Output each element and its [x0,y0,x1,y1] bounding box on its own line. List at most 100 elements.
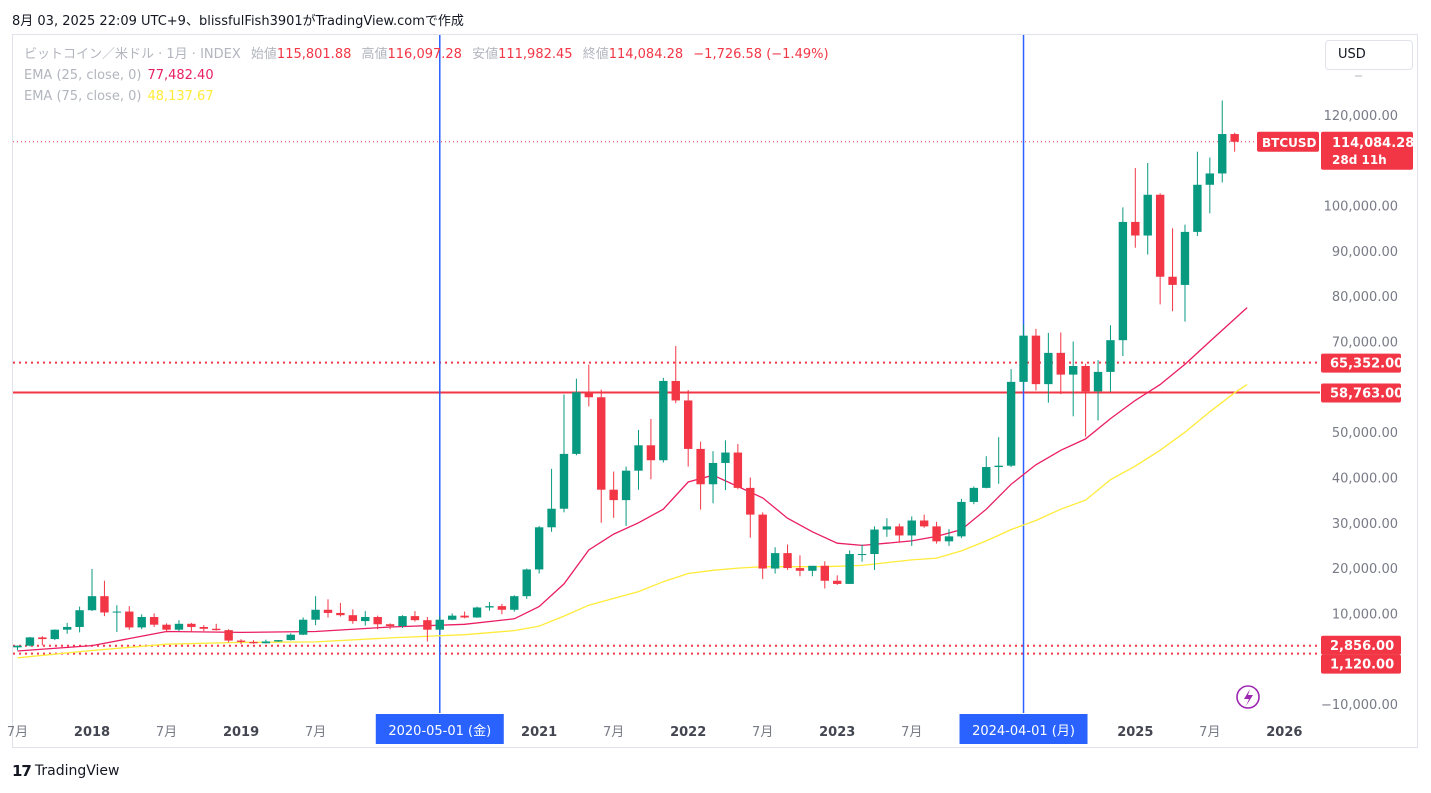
candle-body-86[interactable] [1081,366,1090,392]
candle-body-5[interactable] [75,610,84,627]
candle-body-91[interactable] [1143,194,1152,236]
candle-body-26[interactable] [336,612,345,616]
candle-body-24[interactable] [311,609,320,620]
candle-body-20[interactable] [261,641,271,644]
candle-body-98[interactable] [1230,134,1239,142]
candle-body-57[interactable] [721,452,730,463]
candle-body-63[interactable] [795,568,805,571]
candle-body-44[interactable] [559,453,569,509]
candle-body-93[interactable] [1168,276,1177,285]
candle-body-76[interactable] [957,501,966,537]
candle-body-56[interactable] [708,462,718,485]
candle-body-66[interactable] [833,580,842,584]
candle-body-36[interactable] [460,615,469,618]
candle-body-78[interactable] [982,467,991,488]
candle-body-73[interactable] [919,520,929,527]
candle-body-46[interactable] [584,392,594,398]
candle-body-74[interactable] [932,526,941,542]
candle-body-94[interactable] [1180,231,1190,285]
candle-body-72[interactable] [907,520,916,536]
candle-body-81[interactable] [1019,335,1028,382]
candle-body-31[interactable] [398,616,407,627]
candle-body-7[interactable] [100,596,109,613]
candle-body-27[interactable] [348,615,358,622]
candle-body-1[interactable] [25,637,35,646]
candle-body-19[interactable] [249,641,258,644]
candle-body-35[interactable] [448,615,457,620]
candle-body-95[interactable] [1193,184,1202,232]
candle-body-77[interactable] [969,487,979,502]
candle-body-11[interactable] [149,617,159,625]
candle-body-13[interactable] [174,623,184,630]
candle-body-88[interactable] [1106,340,1115,372]
candle-body-59[interactable] [746,487,755,515]
currency-selector[interactable]: USD [1325,40,1413,70]
candle-body-92[interactable] [1155,194,1165,277]
candle-body-12[interactable] [162,624,171,630]
candle-body-40[interactable] [510,596,519,610]
candle-body-25[interactable] [323,609,333,613]
candle-body-84[interactable] [1056,352,1065,375]
candle-body-60[interactable] [758,514,767,569]
candle-body-3[interactable] [50,629,59,640]
candle-body-10[interactable] [137,617,146,628]
candle-body-48[interactable] [609,489,618,501]
candle-body-97[interactable] [1218,134,1227,174]
candle-body-41[interactable] [522,569,531,597]
candle-body-2[interactable] [38,637,47,640]
candle-body-0[interactable] [13,645,22,648]
candle-body-71[interactable] [895,526,904,536]
candle-body-61[interactable] [770,553,780,569]
candle-body-33[interactable] [423,620,432,630]
candle-body-75[interactable] [944,536,954,542]
candle-body-14[interactable] [187,623,196,627]
candle-body-9[interactable] [125,611,134,628]
candle-body-49[interactable] [621,470,631,501]
candle-body-96[interactable] [1205,173,1215,185]
candle-body-16[interactable] [212,628,221,631]
candle-body-69[interactable] [870,529,879,555]
candle-body-22[interactable] [286,634,295,641]
candle-body-70[interactable] [882,526,892,530]
candle-body-90[interactable] [1131,221,1140,236]
candle-body-58[interactable] [733,452,743,488]
candle-body-83[interactable] [1044,352,1053,385]
candle-body-50[interactable] [634,445,643,471]
candle-body-8[interactable] [112,611,122,613]
candle-body-82[interactable] [1031,335,1041,385]
candle-body-37[interactable] [472,607,482,618]
candle-body-4[interactable] [62,626,72,630]
candle-body-18[interactable] [236,640,246,642]
candle-body-6[interactable] [87,596,97,611]
candle-body-51[interactable] [646,445,656,461]
candle-body-55[interactable] [696,448,705,485]
candle-body-89[interactable] [1118,221,1128,341]
candle-body-45[interactable] [572,392,581,454]
candle-body-43[interactable] [547,508,556,528]
candle-body-28[interactable] [361,617,370,622]
candle-body-52[interactable] [659,380,668,461]
candle-body-30[interactable] [385,624,395,627]
candle-body-21[interactable] [274,640,283,642]
candle-body-87[interactable] [1093,371,1103,392]
candle-body-68[interactable] [857,554,867,556]
candle-body-54[interactable] [683,400,693,449]
lightning-icon[interactable] [1236,685,1260,709]
candle-body-32[interactable] [410,616,420,621]
candle-body-38[interactable] [485,606,494,608]
candle-body-47[interactable] [597,397,606,490]
candle-body-23[interactable] [298,619,308,635]
candle-body-34[interactable] [435,619,444,630]
candle-body-65[interactable] [820,565,829,581]
candle-body-39[interactable] [497,606,507,610]
candle-body-80[interactable] [1006,381,1016,466]
candle-body-64[interactable] [808,565,817,571]
candle-body-79[interactable] [994,465,1003,468]
candle-body-29[interactable] [373,617,382,625]
candle-body-85[interactable] [1069,366,1078,375]
candle-body-42[interactable] [534,527,544,570]
candle-body-62[interactable] [783,553,792,569]
candle-body-17[interactable] [224,630,233,641]
candle-body-15[interactable] [199,626,208,629]
